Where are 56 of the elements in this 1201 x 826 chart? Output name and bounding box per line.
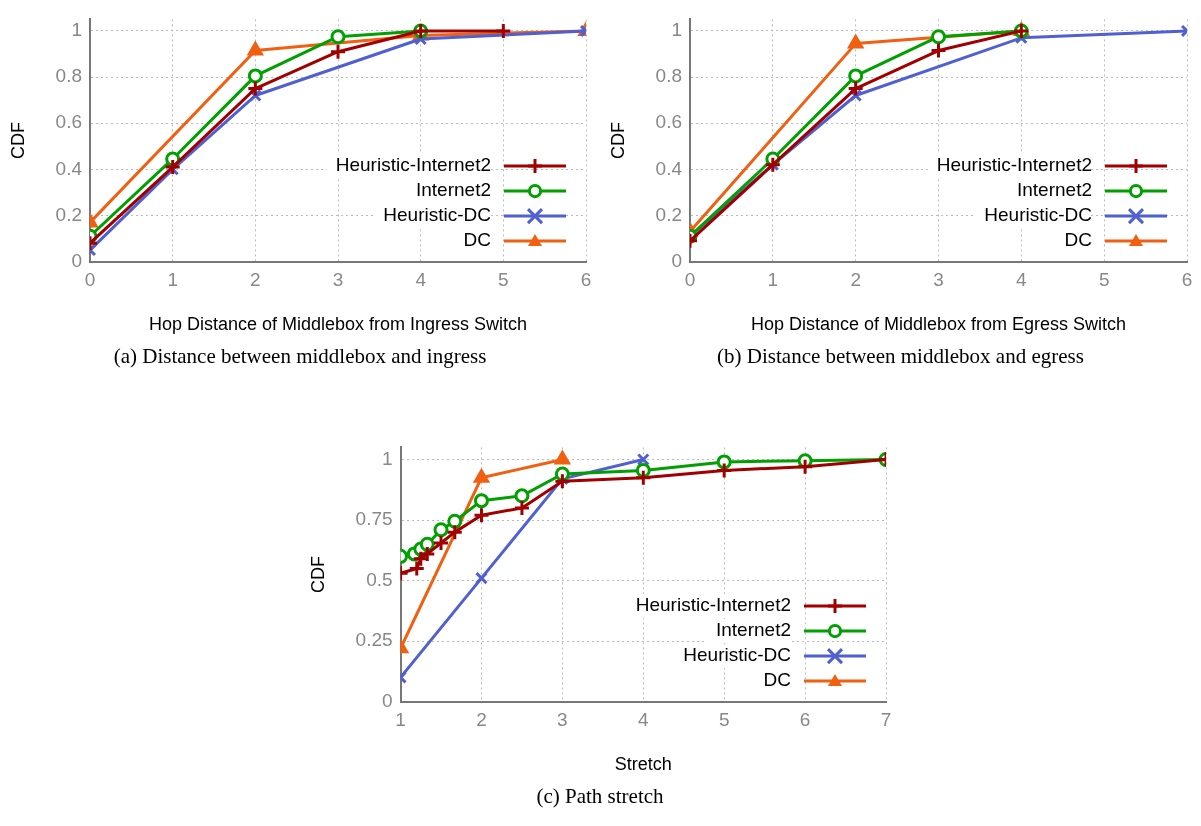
x-tick-label: 4 [638, 709, 649, 731]
y-tick-label: 0 [71, 249, 83, 271]
y-tick-label: 0.75 [355, 508, 393, 530]
x-tick-label: 6 [580, 269, 592, 291]
legend-label: Internet2 [1017, 179, 1092, 201]
x-tick-label: 6 [799, 709, 811, 731]
x-tick-label: 3 [933, 269, 944, 291]
y-tick-label: 0.6 [55, 111, 83, 133]
y-tick-label: 0.6 [655, 111, 683, 133]
legend-label: Heuristic-DC [984, 204, 1092, 226]
text: (b) Distance between middlebox and egress [716, 344, 1085, 369]
y-tick-label: 1 [71, 19, 83, 41]
x-tick-label: 2 [476, 709, 487, 731]
legend-label: Heuristic-DC [383, 204, 491, 226]
x-tick-label: 3 [332, 269, 344, 291]
legend-label: Heuristic-Internet2 [335, 154, 491, 176]
y-tick-label: 0.8 [655, 65, 683, 87]
x-tick-label: 4 [1016, 269, 1028, 291]
y-axis-title: CDF [607, 122, 628, 159]
y-tick-label: 1 [671, 19, 683, 41]
x-axis-title: Hop Distance of Middlebox from Ingress Switch [148, 314, 528, 335]
x-tick-label: 5 [718, 709, 730, 731]
y-axis-title: CDF [7, 122, 28, 159]
y-tick-label: 0.25 [355, 629, 393, 651]
legend-label: Heuristic-DC [683, 644, 791, 666]
y-tick-label: 0.8 [55, 65, 83, 87]
legend-label: Internet2 [416, 179, 491, 201]
x-tick-label: 2 [250, 269, 261, 291]
x-axis-title: Stretch [614, 754, 672, 775]
legend-label: DC [463, 229, 491, 251]
legend-label: Heuristic-Internet2 [635, 594, 791, 616]
y-tick-label: 0.2 [55, 203, 83, 225]
x-tick-label: 5 [1098, 269, 1110, 291]
x-tick-label: 6 [1181, 269, 1193, 291]
y-tick-label: 0.2 [655, 203, 683, 225]
y-tick-label: 0.5 [366, 568, 393, 590]
text: (c) Path stretch [535, 784, 665, 809]
legend-label: DC [1064, 229, 1092, 251]
x-tick-label: 1 [167, 269, 178, 291]
y-tick-label: 0.4 [55, 157, 83, 179]
x-tick-label: 1 [767, 269, 779, 291]
y-tick-label: 0 [382, 689, 393, 711]
x-axis-title: Hop Distance of Middlebox from Egress Switch [750, 314, 1127, 335]
x-tick-label: 5 [498, 269, 509, 291]
legend-label: Internet2 [716, 619, 791, 641]
y-tick-label: 0.4 [655, 157, 683, 179]
legend-label: DC [763, 669, 791, 691]
y-tick-label: 1 [382, 447, 393, 469]
y-tick-label: 0 [671, 249, 683, 271]
x-tick-label: 2 [850, 269, 861, 291]
x-tick-label: 7 [880, 709, 892, 731]
text: (a) Distance between middlebox and ingress [112, 344, 488, 369]
y-axis-title: CDF [307, 556, 328, 593]
x-tick-label: 3 [557, 709, 568, 731]
x-tick-label: 4 [415, 269, 427, 291]
legend-label: Heuristic-Internet2 [936, 154, 1092, 176]
